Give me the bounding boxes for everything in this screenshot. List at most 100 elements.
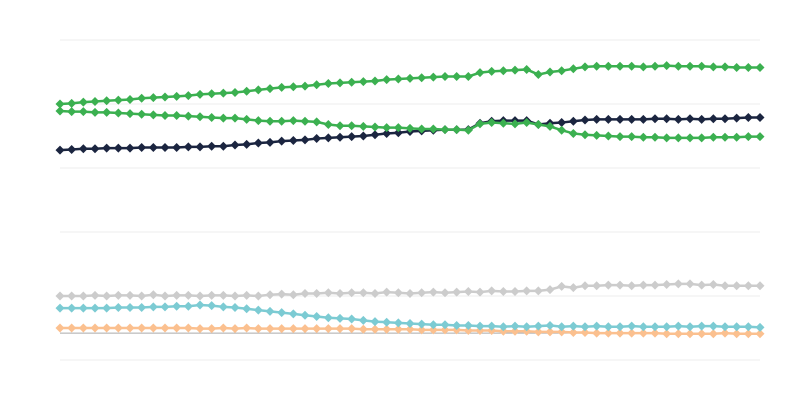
point-marker <box>708 329 718 339</box>
point-marker <box>522 322 532 332</box>
point-marker <box>382 75 392 85</box>
point-marker <box>755 329 765 339</box>
point-marker <box>207 112 217 122</box>
point-marker <box>662 114 672 124</box>
point-marker <box>113 303 123 313</box>
point-marker <box>370 324 380 334</box>
point-marker <box>755 322 765 332</box>
point-marker <box>312 134 322 144</box>
point-marker <box>148 93 158 103</box>
point-marker <box>650 280 660 290</box>
point-marker <box>498 118 508 128</box>
point-marker <box>102 96 112 106</box>
point-marker <box>732 281 742 291</box>
point-marker <box>125 109 135 119</box>
point-marker <box>475 68 485 78</box>
point-marker <box>405 288 415 298</box>
point-marker <box>288 309 298 319</box>
point-marker <box>102 323 112 333</box>
point-marker <box>312 311 322 321</box>
point-marker <box>90 107 100 117</box>
point-marker <box>487 321 497 331</box>
point-marker <box>592 328 602 338</box>
point-marker <box>207 324 217 334</box>
point-marker <box>720 281 730 291</box>
point-marker <box>78 144 88 154</box>
point-marker <box>580 322 590 332</box>
point-marker <box>393 288 403 298</box>
point-marker <box>323 288 333 298</box>
point-marker <box>580 115 590 125</box>
point-marker <box>428 320 438 330</box>
point-marker <box>218 323 228 333</box>
point-marker <box>358 288 368 298</box>
point-marker <box>253 138 263 148</box>
point-marker <box>708 279 718 289</box>
point-marker <box>638 322 648 332</box>
point-marker <box>382 128 392 138</box>
point-marker <box>732 113 742 123</box>
point-marker <box>685 329 695 339</box>
point-marker <box>90 144 100 154</box>
point-marker <box>440 288 450 298</box>
point-marker <box>172 323 182 333</box>
point-marker <box>755 281 765 291</box>
point-marker <box>487 286 497 296</box>
point-marker <box>113 108 123 118</box>
point-marker <box>160 323 170 333</box>
point-marker <box>137 323 147 333</box>
point-marker <box>697 329 707 339</box>
point-marker <box>557 66 567 76</box>
point-marker <box>242 86 252 96</box>
point-marker <box>300 324 310 334</box>
point-marker <box>568 283 578 293</box>
point-marker <box>662 279 672 289</box>
point-marker <box>743 329 753 339</box>
point-marker <box>300 310 310 320</box>
point-marker <box>440 320 450 330</box>
point-marker <box>673 279 683 289</box>
point-marker <box>323 79 333 89</box>
point-marker <box>720 62 730 72</box>
point-marker <box>195 89 205 99</box>
point-marker <box>55 323 65 333</box>
point-marker <box>522 286 532 296</box>
point-marker <box>67 303 77 313</box>
point-marker <box>370 288 380 298</box>
point-marker <box>312 117 322 127</box>
point-marker <box>592 321 602 331</box>
point-marker <box>90 290 100 300</box>
point-marker <box>55 99 65 109</box>
point-marker <box>732 322 742 332</box>
point-marker <box>405 319 415 329</box>
point-marker <box>428 72 438 82</box>
point-marker <box>218 88 228 98</box>
point-marker <box>568 321 578 331</box>
point-marker <box>428 287 438 297</box>
point-marker <box>498 287 508 297</box>
point-marker <box>102 143 112 153</box>
point-marker <box>475 287 485 297</box>
point-marker <box>720 328 730 338</box>
point-marker <box>638 280 648 290</box>
point-marker <box>662 133 672 143</box>
point-marker <box>288 82 298 92</box>
point-marker <box>603 280 613 290</box>
point-marker <box>393 123 403 133</box>
point-marker <box>148 143 158 153</box>
point-marker <box>697 321 707 331</box>
point-marker <box>522 118 532 128</box>
point-marker <box>67 144 77 154</box>
point-marker <box>265 137 275 147</box>
point-marker <box>498 322 508 332</box>
point-marker <box>358 131 368 141</box>
point-marker <box>183 323 193 333</box>
point-marker <box>522 64 532 74</box>
point-marker <box>510 287 520 297</box>
point-marker <box>615 280 625 290</box>
point-marker <box>510 326 520 336</box>
point-marker <box>137 143 147 153</box>
point-marker <box>148 323 158 333</box>
point-marker <box>347 324 357 334</box>
